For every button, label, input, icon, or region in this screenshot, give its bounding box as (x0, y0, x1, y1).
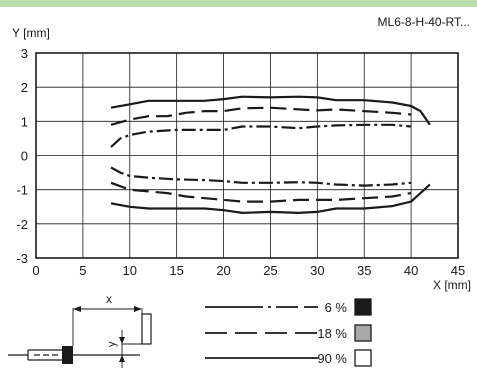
x-tick-label-40: 40 (404, 263, 418, 278)
x-tick-label-25: 25 (263, 263, 277, 278)
curve-6pct-lower (110, 166, 412, 187)
legend-item-18: 18 % (205, 324, 372, 342)
x-tick-labels: 0 5 10 15 20 25 30 35 40 45 (32, 263, 465, 278)
curve-90pct-upper (110, 95, 431, 126)
y-tick-labels: -3 -2 -1 0 1 2 3 (16, 46, 28, 266)
grid (35, 52, 459, 259)
reflector (141, 313, 152, 345)
x-axis-title: X [mm] (433, 278, 471, 292)
y-tick-label--1: -1 (16, 183, 28, 198)
x-tick-label-30: 30 (310, 263, 324, 278)
legend-item-6: 6 % (205, 298, 372, 316)
diagram-x-label: x (106, 292, 112, 306)
x-arrow-left (73, 306, 81, 312)
sensor-lens (62, 346, 73, 364)
x-tick-label-5: 5 (79, 263, 86, 278)
x-tick-label-0: 0 (32, 263, 39, 278)
legend-item-90: 90 % (205, 349, 372, 367)
legend-swatch-18 (354, 324, 372, 342)
y-arrow-bottom (119, 355, 125, 362)
x-arrow-right (134, 306, 142, 312)
curve-18pct-upper (110, 106, 412, 126)
sensor-diagram (8, 306, 152, 368)
curve-6pct-upper (110, 123, 412, 148)
legend-label-6: 6 % (325, 300, 348, 315)
x-tick-label-15: 15 (169, 263, 183, 278)
y-tick-label-2: 2 (21, 80, 28, 95)
x-tick-label-45: 45 (451, 263, 465, 278)
y-axis-title: Y [mm] (12, 26, 50, 40)
header-bar (0, 0, 477, 7)
legend-label-18: 18 % (317, 326, 347, 341)
legend-label-90: 90 % (317, 351, 347, 366)
x-tick-label-20: 20 (216, 263, 230, 278)
model-label: ML6-8-H-40-RT... (378, 15, 470, 29)
y-tick-label-1: 1 (21, 114, 28, 129)
x-tick-label-10: 10 (123, 263, 137, 278)
curve-18pct-lower (110, 181, 412, 203)
legend-swatch-6 (354, 298, 372, 316)
y-tick-label--2: -2 (16, 217, 28, 232)
series-group (110, 95, 431, 214)
plot-frame (35, 52, 459, 259)
diagram-y-label: y (106, 341, 118, 347)
curve-90pct-lower (110, 183, 431, 214)
legend-swatch-90 (354, 349, 372, 367)
y-tick-label-3: 3 (21, 46, 28, 61)
y-tick-label--3: -3 (16, 251, 28, 266)
y-tick-label-0: 0 (21, 149, 28, 164)
x-tick-label-35: 35 (357, 263, 371, 278)
legend: 6 % 18 % 90 % (205, 298, 372, 367)
y-arrow-top (119, 337, 125, 344)
